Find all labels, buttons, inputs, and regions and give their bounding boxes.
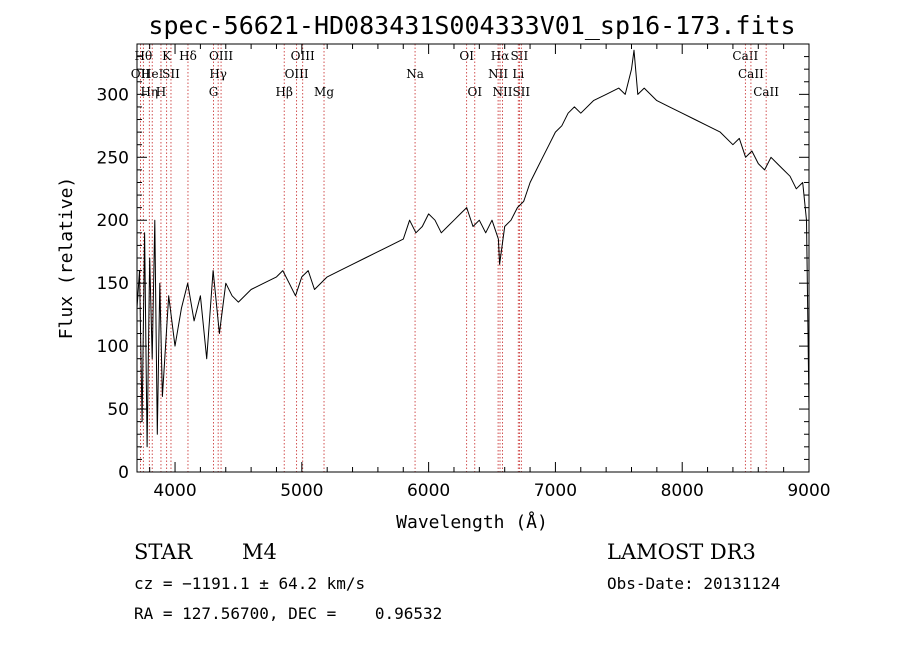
spectrum-layer bbox=[136, 49, 810, 448]
spectral-line-label-9: Hγ bbox=[209, 67, 227, 81]
y-tick-label-250: 250 bbox=[97, 148, 129, 168]
spectral-line-label-13: OIII bbox=[291, 49, 315, 63]
spectral-line-label-20: NII bbox=[493, 85, 513, 99]
redshift-velocity: cz = −1191.1 ± 64.2 km/s bbox=[134, 574, 365, 593]
coordinates: RA = 127.56700, DEC = 0.96532 bbox=[134, 604, 442, 623]
object-class: STAR bbox=[134, 540, 193, 564]
spectral-line-label-10: OIII bbox=[209, 49, 233, 63]
spectrum-series-line bbox=[136, 49, 810, 448]
spectral-line-label-23: SII bbox=[512, 85, 530, 99]
spectral-line-label-19: Hα bbox=[491, 49, 510, 63]
x-tick-label-4000: 4000 bbox=[153, 481, 196, 501]
y-axis-label: Flux (relative) bbox=[56, 177, 77, 340]
spectral-line-label-14: Mg bbox=[314, 85, 334, 99]
spectral-line-label-25: CaII bbox=[738, 67, 764, 81]
spectral-line-label-5: K bbox=[162, 49, 172, 63]
spectral-line-label-1: Hθ bbox=[134, 49, 152, 63]
y-axis-ticks: 0 50 100 150 200 250 300 bbox=[97, 43, 809, 483]
spectral-line-label-18: NII bbox=[488, 67, 508, 81]
x-axis-ticks: 4000 5000 6000 7000 8000 9000 bbox=[149, 44, 831, 501]
y-tick-label-100: 100 bbox=[97, 337, 129, 357]
spectral-line-label-21: Li bbox=[512, 67, 524, 81]
x-tick-label-6000: 6000 bbox=[407, 481, 450, 501]
spectral-line-label-4: H bbox=[156, 85, 166, 99]
spectral-line-label-15: Na bbox=[406, 67, 424, 81]
spectral-line-label-12: OIII bbox=[285, 67, 309, 81]
y-tick-label-150: 150 bbox=[97, 274, 129, 294]
spectral-line-label-24: CaII bbox=[732, 49, 758, 63]
y-tick-label-0: 0 bbox=[118, 463, 129, 483]
spectral-line-label-2: Hη bbox=[140, 85, 158, 99]
spectral-line-label-22: SII bbox=[511, 49, 529, 63]
x-tick-label-9000: 9000 bbox=[787, 481, 830, 501]
x-tick-label-8000: 8000 bbox=[661, 481, 704, 501]
spectral-line-label-0: OII bbox=[131, 67, 151, 81]
spectral-line-label-3: HeI bbox=[141, 67, 164, 81]
x-tick-label-5000: 5000 bbox=[280, 481, 323, 501]
x-tick-label-7000: 7000 bbox=[534, 481, 577, 501]
y-tick-label-300: 300 bbox=[97, 85, 129, 105]
x-axis-label: Wavelength (Å) bbox=[396, 511, 548, 533]
chart-title: spec-56621-HD083431S004333V01_sp16-173.f… bbox=[148, 11, 795, 40]
spectral-line-label-16: OI bbox=[459, 49, 474, 63]
spectral-line-label-11: Hβ bbox=[276, 85, 293, 99]
spectral-lines-layer: OII Hθ Hη HeI H K SII Hδ G Hγ OIII Hβ OIII OIII Mg Na OI… bbox=[131, 44, 779, 472]
plot-frame bbox=[136, 43, 810, 473]
spectral-line-label-8: G bbox=[209, 85, 219, 99]
spectral-line-label-6: SII bbox=[162, 67, 180, 81]
spectral-line-label-17: OI bbox=[467, 85, 482, 99]
spectral-line-label-26: CaII bbox=[753, 85, 779, 99]
survey-name: LAMOST DR3 bbox=[607, 540, 756, 564]
object-subclass: M4 bbox=[242, 540, 277, 564]
spectral-line-label-7: Hδ bbox=[179, 49, 197, 63]
observation-date: Obs-Date: 20131124 bbox=[607, 574, 780, 593]
y-tick-label-50: 50 bbox=[107, 400, 129, 420]
y-tick-label-200: 200 bbox=[97, 211, 129, 231]
